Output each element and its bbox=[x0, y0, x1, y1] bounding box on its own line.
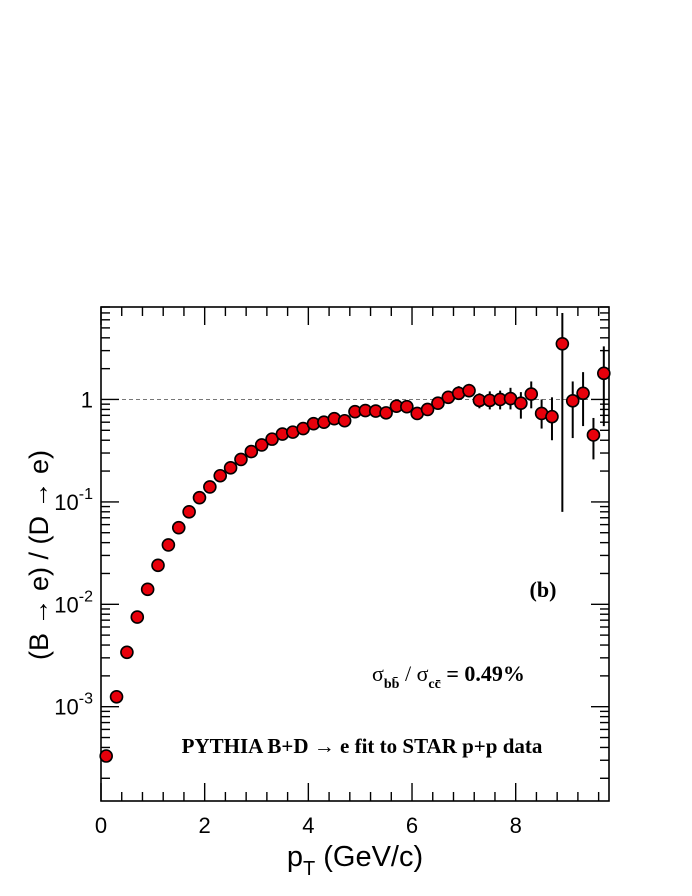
data-point bbox=[120, 645, 134, 660]
y-tick-label-base: 1 bbox=[81, 387, 93, 412]
data-point bbox=[109, 689, 124, 704]
x-axis-label-sub: T bbox=[303, 858, 315, 880]
data-point bbox=[151, 558, 165, 573]
y-tick-label: 10-3 bbox=[54, 691, 93, 720]
data-point bbox=[586, 428, 601, 442]
y-tick-label-base: 10 bbox=[54, 592, 78, 617]
y-minor-ticks bbox=[101, 306, 609, 779]
data-point bbox=[576, 386, 590, 401]
y-tick-label-base: 10 bbox=[54, 490, 78, 515]
data-point bbox=[254, 438, 269, 452]
data-point bbox=[140, 582, 155, 597]
data-point bbox=[161, 538, 176, 552]
plot-frame bbox=[100, 306, 610, 802]
data-point bbox=[171, 520, 186, 535]
data-point bbox=[431, 396, 445, 410]
data-point bbox=[524, 387, 539, 401]
data-point bbox=[462, 383, 476, 398]
data-point bbox=[597, 366, 611, 381]
y-axis-label: (B → e) / (D → e) bbox=[24, 450, 54, 660]
y-tick-labels: 10-310-210-11 bbox=[54, 387, 93, 719]
y-tick-label: 1 bbox=[81, 387, 93, 412]
x-tick-label: 8 bbox=[510, 813, 522, 838]
error-bars bbox=[436, 312, 605, 512]
y-tick-label-exponent: -2 bbox=[79, 588, 93, 605]
x-tick-label: 4 bbox=[302, 813, 314, 838]
y-tick-label-exponent: -3 bbox=[79, 691, 93, 708]
sigma-denominator: σ bbox=[417, 661, 429, 686]
y-major-ticks bbox=[101, 398, 609, 708]
y-tick-label: 10-2 bbox=[54, 588, 93, 617]
data-point bbox=[223, 461, 238, 475]
data-point bbox=[130, 610, 145, 624]
sigma-denominator-subscript: cc̄ bbox=[428, 677, 441, 692]
data-point bbox=[379, 406, 393, 420]
data-point bbox=[514, 396, 528, 410]
y-tick-label: 10-1 bbox=[54, 486, 93, 515]
x-axis-label-rest: (GeV/c) bbox=[315, 841, 423, 873]
x-tick-labels: 0 2 4 6 8 bbox=[95, 813, 522, 838]
data-points bbox=[99, 336, 611, 763]
data-point bbox=[420, 402, 435, 417]
x-minor-ticks bbox=[121, 307, 600, 801]
data-point bbox=[213, 468, 228, 483]
data-point bbox=[203, 480, 217, 494]
ratio-separator: / bbox=[399, 661, 416, 686]
x-tick-label: 0 bbox=[95, 813, 107, 838]
x-tick-label: 6 bbox=[406, 813, 418, 838]
sigma-numerator-subscript: bb̄ bbox=[384, 676, 400, 692]
y-tick-label-base: 10 bbox=[54, 695, 78, 720]
data-point bbox=[234, 452, 248, 467]
panel-label: (b) bbox=[530, 577, 557, 602]
y-tick-label-exponent: -1 bbox=[79, 486, 93, 503]
data-point bbox=[99, 749, 113, 763]
data-point bbox=[337, 413, 352, 428]
data-point bbox=[244, 444, 259, 459]
cross-section-ratio-annotation: σbb̄ / σcc̄ = 0.49% bbox=[372, 661, 525, 692]
x-tick-label: 2 bbox=[199, 813, 211, 838]
ratio-value: = 0.49% bbox=[441, 661, 525, 686]
sigma-numerator: σ bbox=[372, 661, 384, 686]
data-point bbox=[565, 394, 580, 408]
data-point bbox=[400, 399, 414, 414]
data-point bbox=[545, 409, 559, 424]
x-axis-label: pT (GeV/c) bbox=[287, 841, 423, 880]
data-point bbox=[182, 505, 196, 519]
model-annotation: PYTHIA B+D → e fit to STAR p+p data bbox=[182, 734, 543, 758]
x-axis-label-main: p bbox=[287, 841, 303, 873]
data-point bbox=[555, 336, 570, 351]
x-major-ticks bbox=[100, 307, 517, 801]
data-point bbox=[192, 490, 207, 505]
